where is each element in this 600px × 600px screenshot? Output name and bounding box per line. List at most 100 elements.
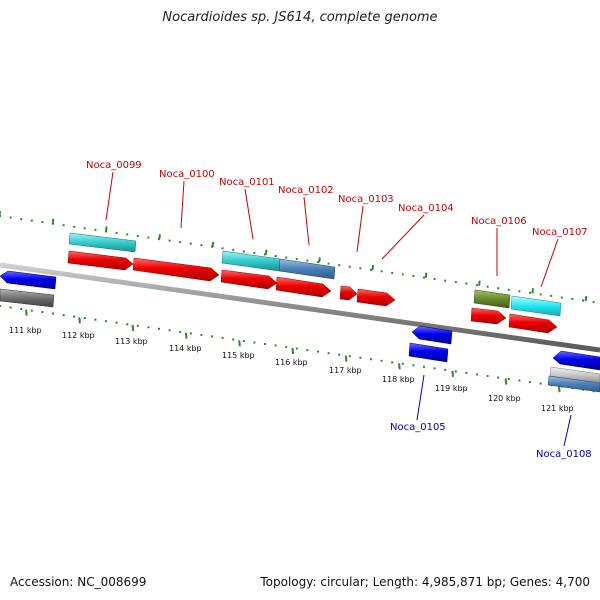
major-tick <box>291 347 295 355</box>
minor-tick <box>306 259 309 262</box>
major-tick <box>398 363 401 370</box>
major-tick <box>424 272 428 278</box>
minor-tick <box>158 327 160 330</box>
minor-tick <box>9 306 12 309</box>
feature-olive-0106 <box>473 289 511 309</box>
gene-label-noca-0107: Noca_0107 <box>532 227 588 238</box>
minor-tick <box>444 279 447 282</box>
kbp-label: 112 kbp <box>62 331 95 340</box>
minor-tick <box>242 340 245 342</box>
minor-tick <box>306 349 309 352</box>
minor-tick <box>295 258 298 260</box>
minor-tick <box>560 296 563 299</box>
major-tick <box>131 324 135 332</box>
kbp-label: 118 kbp <box>382 375 415 384</box>
minor-tick <box>94 318 97 321</box>
minor-tick <box>465 371 468 374</box>
major-tick <box>238 340 241 347</box>
minor-tick <box>126 233 129 236</box>
kbp-label: 114 kbp <box>169 344 202 353</box>
minor-tick <box>30 219 33 222</box>
cds-arrow-left-0098 <box>0 270 57 290</box>
kbp-scale-labels: 111 kbp 112 kbp 113 kbp 114 kbp 115 kbp … <box>9 326 574 413</box>
minor-tick <box>41 221 44 224</box>
minor-tick <box>126 323 129 326</box>
minor-tick <box>507 288 510 291</box>
cds-arrow-0099 <box>67 250 134 271</box>
major-tick <box>158 234 161 240</box>
minor-tick <box>433 278 436 280</box>
feature-gray-0098 <box>0 288 55 308</box>
minor-tick <box>412 274 415 277</box>
minor-tick <box>507 378 510 380</box>
minor-tick <box>285 256 288 259</box>
minor-tick <box>592 301 595 304</box>
minor-tick <box>327 352 330 355</box>
minor-tick <box>242 250 245 253</box>
minor-tick <box>529 381 531 384</box>
minor-tick <box>348 265 351 268</box>
minor-tick <box>529 291 531 294</box>
major-tick <box>451 370 454 377</box>
forward-gene-labels: Noca_0099 Noca_0100 Noca_0101 Noca_0102 … <box>86 160 588 238</box>
minor-tick <box>0 305 1 307</box>
minor-tick <box>253 341 256 344</box>
feature-lightgray-0108 <box>549 366 600 384</box>
minor-tick <box>221 247 224 250</box>
minor-tick <box>211 335 213 338</box>
reverse-gene-labels: Noca_0105 Noca_0108 <box>390 422 592 460</box>
cds-arrow-0102 <box>275 276 332 298</box>
cds-arrow-0105b <box>408 342 449 363</box>
forward-feature-row-upper <box>68 232 562 317</box>
minor-tick <box>9 216 12 219</box>
minor-tick <box>370 268 372 271</box>
kbp-label: 116 kbp <box>275 358 308 367</box>
cds-arrow-0108 <box>552 350 600 371</box>
minor-tick <box>168 239 171 242</box>
minor-tick <box>423 276 425 279</box>
gene-label-noca-0105: Noca_0105 <box>390 422 446 433</box>
minor-tick <box>274 344 277 347</box>
forward-cds-row <box>67 250 558 334</box>
major-tick <box>78 317 81 324</box>
minor-tick <box>179 330 182 333</box>
minor-tick <box>444 368 447 371</box>
gene-label-noca-0104: Noca_0104 <box>398 203 454 214</box>
minor-tick <box>476 373 478 376</box>
minor-tick <box>200 333 203 336</box>
topology-summary-text: Topology: circular; Length: 4,985,871 bp… <box>260 575 590 589</box>
minor-tick <box>221 336 224 339</box>
minor-tick <box>62 314 65 317</box>
minor-tick <box>189 332 192 335</box>
minor-tick <box>518 290 521 293</box>
feature-cyan-0107 <box>510 295 562 317</box>
minor-tick <box>168 329 171 332</box>
cds-arrow-0101 <box>220 269 278 290</box>
minor-tick <box>550 294 553 297</box>
minor-tick <box>380 359 383 362</box>
minor-tick <box>20 308 23 310</box>
major-tick <box>584 295 588 302</box>
minor-tick <box>497 376 500 379</box>
gene-label-noca-0102: Noca_0102 <box>278 185 334 196</box>
cds-arrow-0107 <box>508 313 558 334</box>
minor-tick <box>401 362 404 365</box>
gene-label-noca-0101: Noca_0101 <box>219 177 275 188</box>
minor-tick <box>465 282 468 285</box>
minor-tick <box>391 361 394 364</box>
minor-tick <box>62 224 65 227</box>
cds-arrow-0100 <box>132 257 220 282</box>
forward-leader-lines <box>105 171 559 288</box>
minor-tick <box>20 218 23 221</box>
minor-tick <box>136 324 139 327</box>
accession-text: Accession: NC_008699 <box>10 575 147 589</box>
minor-tick <box>73 225 76 228</box>
gene-label-noca-0099: Noca_0099 <box>86 160 142 171</box>
minor-tick <box>147 326 150 329</box>
minor-tick <box>433 367 436 370</box>
kbp-label: 111 kbp <box>9 326 42 335</box>
major-tick <box>264 249 268 255</box>
minor-tick <box>423 365 425 368</box>
minor-tick <box>52 312 54 315</box>
